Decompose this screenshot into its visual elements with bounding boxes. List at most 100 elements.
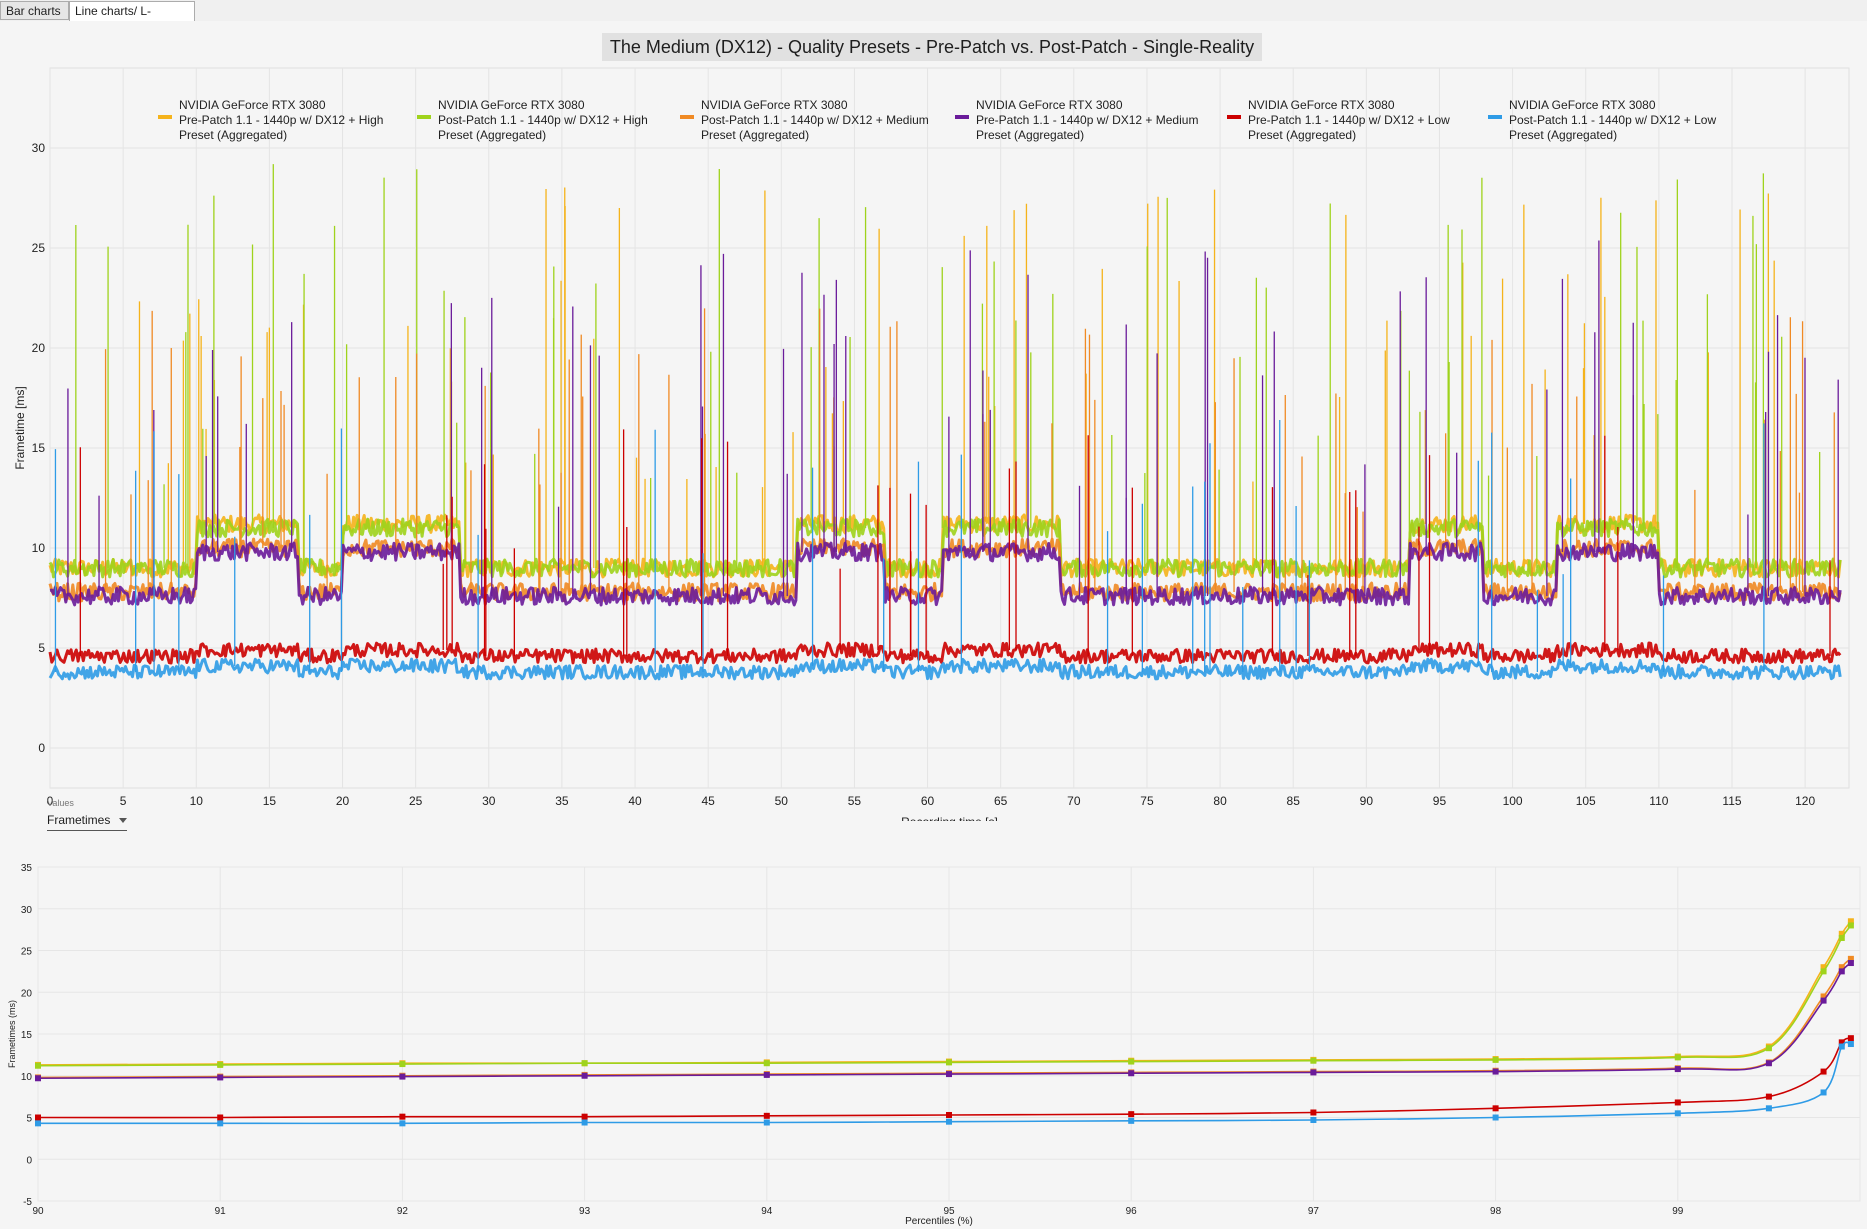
series-point [1492,1068,1499,1075]
series-point [1674,1099,1681,1106]
series-point [1847,918,1854,925]
x-tick-label: 0 [47,794,54,808]
x-tick-label: 115 [1722,794,1741,808]
legend-label-line1: NVIDIA GeForce RTX 3080 [701,98,848,112]
x-tick-label: 40 [628,794,642,808]
x-tick-label: 30 [482,794,496,808]
y-tick-label: 30 [32,141,46,155]
series-point [399,1073,406,1080]
legend-label-line3: Preset (Aggregated) [701,128,809,142]
chart-panel: 0 5 10 15 20 25 30 35 40 45 50 55 60 65 70 75 80 85 90 95 10… [0,21,1867,1229]
legend-swatch [417,115,431,119]
series-point [1128,1070,1135,1077]
series-point [399,1120,406,1127]
series-point [35,1075,41,1082]
series-point [1310,1057,1317,1064]
legend-label-line3: Preset (Aggregated) [438,128,546,142]
x-tick-label: 90 [32,1206,44,1217]
legend-label-line1: NVIDIA GeForce RTX 3080 [438,98,585,112]
y-tick-label: 10 [32,541,46,555]
x-axis-label: Recording time [s] [901,815,998,821]
legend-label-line3: Preset (Aggregated) [976,128,1084,142]
y-axis-label: Frametimes (ms) [7,1000,17,1068]
series-point [35,1120,41,1127]
y-tick-label: 25 [32,241,46,255]
legend-label-line1: NVIDIA GeForce RTX 3080 [976,98,1123,112]
y-axis-label: Frametime [ms] [13,386,27,469]
frametime-chart: 0 5 10 15 20 25 30 35 40 45 50 55 60 65 70 75 80 85 90 95 10… [13,67,1850,821]
series-point [35,1114,41,1121]
x-tick-label: 97 [1308,1206,1320,1217]
percentile-chart: -5 0 5 10 15 20 25 30 35 90 91 92 93 94 95 96 97 98 99 Perc… [7,863,1861,1227]
series-point [217,1114,224,1121]
legend-label-line1: NVIDIA GeForce RTX 3080 [1509,98,1656,112]
series-point [1310,1117,1317,1124]
series-point [1820,993,1827,1000]
series-point [1838,930,1845,937]
x-tick-label: 95 [943,1206,955,1217]
tab-bar-charts[interactable]: Bar charts [0,1,69,20]
tab-line-charts[interactable]: Line charts/ L-shapes [69,1,195,36]
x-tick-label: 25 [409,794,423,808]
y-tick-label: -5 [23,1197,32,1208]
x-tick-label: 35 [555,794,569,808]
x-tick-label: 90 [1360,794,1374,808]
y-tick-label: 5 [38,641,45,655]
x-tick-label: 92 [397,1206,409,1217]
series-point [1820,1089,1827,1096]
series-line [48,537,1842,603]
series-point [1310,1109,1317,1116]
series-point [1820,968,1827,975]
x-tick-label: 20 [336,794,350,808]
legend-label-line2: Pre-Patch 1.1 - 1440p w/ DX12 + Low [1248,113,1450,127]
series-point [581,1119,588,1126]
series-point [1847,922,1854,929]
series-point [1820,997,1827,1004]
legend-swatch [158,115,172,119]
x-tick-label: 99 [1672,1206,1684,1217]
values-selected-text: Frametimes [47,813,111,827]
series-point [1820,1068,1827,1075]
legend-swatch [1488,115,1502,119]
series-point [1838,964,1845,971]
x-tick-label: 60 [921,794,935,808]
series-point [1838,968,1845,975]
series-point [1128,1058,1135,1065]
y-tick-label: 15 [21,1030,33,1041]
series-point [1674,1066,1681,1073]
series-point [217,1120,224,1127]
y-tick-label: 20 [21,988,33,999]
series-point [763,1112,770,1119]
series-point [1492,1056,1499,1063]
legend-label-line3: Preset (Aggregated) [1248,128,1356,142]
series-line [49,541,1842,607]
y-tick-label: 10 [21,1072,33,1083]
legend-label-line2: Pre-Patch 1.1 - 1440p w/ DX12 + High [179,113,383,127]
series-point [1128,1117,1135,1124]
legend-label-line1: NVIDIA GeForce RTX 3080 [179,98,326,112]
series-point [1492,1105,1499,1112]
x-tick-label: 105 [1576,794,1596,808]
x-tick-label: 93 [579,1206,591,1217]
series-point [1847,1041,1854,1048]
x-tick-label: 5 [120,794,127,808]
series-point [1765,1105,1772,1112]
series-point [1838,1039,1845,1046]
x-tick-label: 80 [1213,794,1227,808]
legend-swatch [680,115,694,119]
series-point [763,1119,770,1126]
x-tick-label: 75 [1140,794,1154,808]
series-point [581,1072,588,1079]
x-tick-label: 96 [1126,1206,1138,1217]
series-point [946,1111,952,1118]
series-point [1674,1054,1681,1061]
legend-swatch [955,115,969,119]
series-line [48,657,1842,681]
values-label: Values [47,798,74,808]
values-dropdown[interactable]: Frametimes [47,812,127,831]
x-tick-label: 85 [1287,794,1301,808]
